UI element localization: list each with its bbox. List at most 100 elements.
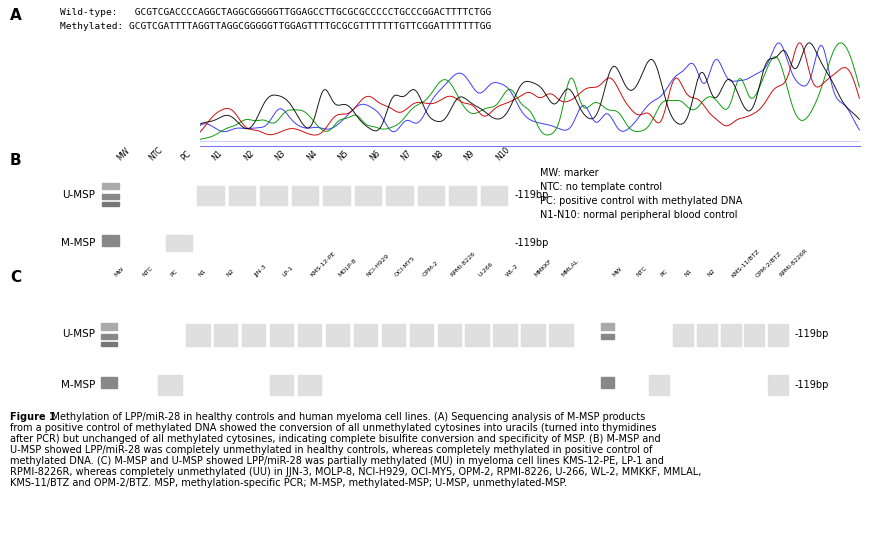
Text: N2: N2	[225, 269, 235, 278]
Text: M-MSP: M-MSP	[61, 238, 95, 248]
Bar	[229, 186, 255, 205]
Text: Methylation of LPP/miR-28 in healthy controls and human myeloma cell lines. (A) : Methylation of LPP/miR-28 in healthy con…	[39, 412, 645, 422]
Text: N4: N4	[305, 148, 319, 162]
Text: KMS-11/BTZ: KMS-11/BTZ	[731, 248, 761, 278]
Text: U-MSP: U-MSP	[62, 329, 95, 339]
Text: N2: N2	[242, 148, 256, 162]
Bar	[602, 323, 614, 330]
Bar	[494, 324, 517, 346]
Text: after PCR) but unchanged of all methylated cytosines, indicating complete bisulf: after PCR) but unchanged of all methylat…	[10, 434, 660, 444]
Bar	[186, 324, 210, 346]
Text: MW: MW	[114, 266, 125, 278]
Text: PC: PC	[170, 269, 179, 278]
Bar	[449, 186, 476, 205]
Text: OPM-2/BTZ: OPM-2/BTZ	[754, 250, 782, 278]
Text: JJN-3: JJN-3	[253, 264, 267, 278]
Text: WL-2: WL-2	[505, 263, 520, 278]
Text: Wild-type:   GCGTCGACCCCAGGCTAGGCGGGGGTTGGAGCCTTGCGCGCCCCCTGCCCGGACTTTTCTGG: Wild-type: GCGTCGACCCCAGGCTAGGCGGGGGTTGG…	[60, 8, 491, 17]
Bar	[242, 324, 266, 346]
Text: MW: MW	[116, 146, 132, 162]
Text: U-MSP showed LPP/miR-28 was completely unmethylated in healthy controls, whereas: U-MSP showed LPP/miR-28 was completely u…	[10, 445, 652, 455]
Bar	[298, 324, 321, 346]
Bar	[721, 324, 740, 346]
Bar	[768, 324, 788, 346]
Text: N5: N5	[337, 148, 351, 162]
Bar	[260, 186, 287, 205]
Bar	[649, 375, 669, 395]
Text: NTC: NTC	[636, 265, 648, 278]
Text: Methylated: GCGTCGATTTTAGGTTAGGCGGGGGTTGGAGTTTTGCGCGTTTTTTTGTTCGGATTTTTTTGG: Methylated: GCGTCGATTTTAGGTTAGGCGGGGGTTG…	[60, 22, 491, 31]
Bar	[102, 203, 119, 206]
Text: -119bp: -119bp	[795, 380, 830, 390]
Text: -119bp: -119bp	[795, 329, 830, 339]
Text: PC: PC	[179, 148, 192, 162]
Text: from a positive control of methylated DNA showed the conversion of all unmethyla: from a positive control of methylated DN…	[10, 423, 657, 433]
Bar	[438, 324, 461, 346]
Bar	[381, 324, 405, 346]
Text: N9: N9	[463, 148, 476, 162]
Text: U-MSP: U-MSP	[62, 190, 95, 200]
Bar	[521, 324, 545, 346]
Text: C: C	[10, 270, 21, 285]
Bar	[418, 186, 445, 205]
Text: methylated DNA. (C) M-MSP and U-MSP showed LPP/miR-28 was partially methylated (: methylated DNA. (C) M-MSP and U-MSP show…	[10, 456, 664, 466]
Text: N1: N1	[683, 269, 693, 278]
Bar	[549, 324, 573, 346]
Bar	[697, 324, 717, 346]
Text: N8: N8	[431, 148, 445, 162]
Text: NTC: NTC	[147, 145, 164, 162]
Bar	[324, 186, 350, 205]
Bar	[102, 377, 117, 389]
Bar	[102, 183, 119, 190]
Bar	[325, 324, 349, 346]
Text: N6: N6	[368, 148, 382, 162]
Text: NTC: NTC	[142, 265, 154, 278]
Bar	[387, 186, 413, 205]
Bar	[353, 324, 377, 346]
Text: MMKKF: MMKKF	[533, 258, 553, 278]
Text: MMLAL: MMLAL	[561, 259, 581, 278]
Bar	[292, 186, 318, 205]
Bar	[166, 235, 192, 251]
Text: OCI-MY5: OCI-MY5	[394, 256, 416, 278]
Bar	[481, 186, 508, 205]
Text: RPMI-8226R: RPMI-8226R	[778, 248, 808, 278]
Bar	[674, 324, 693, 346]
Text: NCI-H929: NCI-H929	[366, 253, 390, 278]
Text: RPMI-8226: RPMI-8226	[449, 251, 476, 278]
Text: -119bp: -119bp	[515, 190, 549, 200]
Text: U-266: U-266	[477, 262, 494, 278]
Text: RPMI-8226R, whereas completely unmethylated (UU) in JJN-3, MOLP-8, NCI-H929, OCI: RPMI-8226R, whereas completely unmethyla…	[10, 467, 702, 477]
Text: MW: marker: MW: marker	[540, 168, 599, 178]
Bar	[102, 342, 117, 346]
Text: M-MSP: M-MSP	[61, 380, 95, 390]
Text: A: A	[10, 8, 22, 23]
Text: PC: positive control with methylated DNA: PC: positive control with methylated DNA	[540, 196, 742, 206]
Text: LP-1: LP-1	[282, 265, 295, 278]
Bar	[214, 324, 238, 346]
Bar	[197, 186, 224, 205]
Text: KMS-11/BTZ and OPM-2/BTZ. MSP, methylation-specific PCR; M-MSP, methylated-MSP; : KMS-11/BTZ and OPM-2/BTZ. MSP, methylati…	[10, 478, 567, 488]
Bar	[102, 323, 117, 330]
Bar	[745, 324, 765, 346]
Text: NTC: no template control: NTC: no template control	[540, 182, 662, 192]
Text: B: B	[10, 153, 22, 168]
Text: N2: N2	[707, 269, 717, 278]
Text: MOLP-8: MOLP-8	[338, 258, 358, 278]
Text: Figure 1: Figure 1	[10, 412, 56, 422]
Bar	[102, 235, 119, 246]
Text: N1-N10: normal peripheral blood control: N1-N10: normal peripheral blood control	[540, 210, 738, 220]
Text: N10: N10	[495, 145, 511, 162]
Bar	[410, 324, 433, 346]
Bar	[102, 334, 117, 339]
Bar	[602, 377, 614, 389]
Text: N1: N1	[210, 148, 225, 162]
Bar	[270, 375, 293, 395]
Text: MW: MW	[612, 266, 624, 278]
Text: -119bp: -119bp	[515, 238, 549, 248]
Bar	[768, 375, 788, 395]
Text: PC: PC	[660, 269, 668, 278]
Bar	[158, 375, 182, 395]
Text: N7: N7	[400, 148, 413, 162]
Text: KMS-12-PE: KMS-12-PE	[310, 251, 337, 278]
